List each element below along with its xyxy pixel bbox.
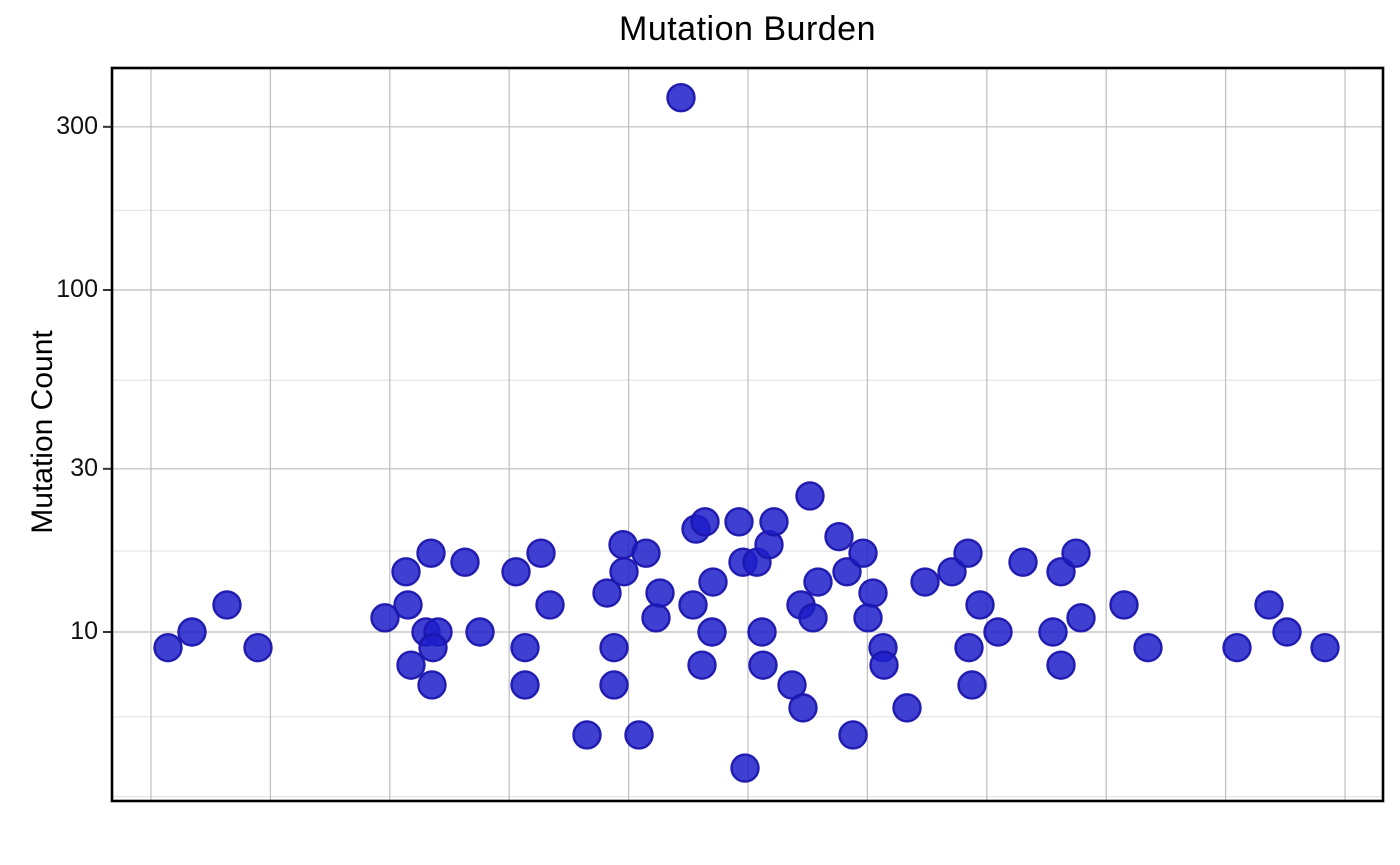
data-point xyxy=(393,590,423,620)
data-point xyxy=(592,578,622,608)
data-point xyxy=(937,557,967,587)
data-point xyxy=(391,557,421,587)
data-point xyxy=(983,617,1013,647)
data-point xyxy=(724,507,754,537)
data-point xyxy=(599,670,629,700)
data-point xyxy=(678,590,708,620)
data-point xyxy=(858,578,888,608)
data-point xyxy=(697,617,727,647)
y-tick-label: 300 xyxy=(56,111,98,140)
data-point xyxy=(954,632,984,663)
panel-border xyxy=(110,66,1385,803)
data-point xyxy=(957,670,987,700)
data-point xyxy=(1133,632,1163,663)
data-point xyxy=(910,567,940,597)
data-point xyxy=(690,507,720,537)
data-point xyxy=(965,590,995,620)
data-point xyxy=(416,538,446,568)
data-point xyxy=(730,753,760,783)
data-point xyxy=(624,720,654,750)
data-point xyxy=(687,650,717,680)
data-point xyxy=(869,650,899,680)
data-point xyxy=(572,720,602,750)
data-point xyxy=(1066,603,1096,633)
y-tick-label: 100 xyxy=(56,275,98,303)
data-point xyxy=(631,538,661,568)
data-point xyxy=(747,617,777,647)
data-point xyxy=(953,538,983,568)
data-point xyxy=(1254,590,1284,620)
data-point xyxy=(1222,632,1252,663)
data-point xyxy=(1038,617,1068,647)
data-point xyxy=(892,693,922,723)
data-point xyxy=(666,82,696,113)
data-point xyxy=(848,538,878,568)
data-point xyxy=(1008,547,1038,577)
data-point xyxy=(1109,590,1139,620)
data-point xyxy=(212,590,242,620)
data-point xyxy=(370,603,400,633)
data-point xyxy=(824,521,854,552)
data-point xyxy=(1272,617,1302,647)
data-point xyxy=(526,538,556,568)
data-point xyxy=(795,481,825,511)
data-point xyxy=(535,590,565,620)
data-point xyxy=(465,617,495,647)
data-point xyxy=(803,567,833,597)
data-point xyxy=(832,557,862,587)
data-point xyxy=(788,693,818,723)
data-point xyxy=(418,632,448,663)
data-point xyxy=(599,632,629,663)
y-axis-label: Mutation Count xyxy=(26,330,59,534)
data-point xyxy=(396,650,426,680)
data-point xyxy=(641,603,671,633)
data-point xyxy=(645,578,675,608)
data-point xyxy=(838,720,868,750)
data-point xyxy=(177,617,207,647)
data-point xyxy=(450,547,480,577)
data-point xyxy=(417,670,447,700)
y-tick-label: 10 xyxy=(70,617,98,645)
data-point xyxy=(798,603,828,633)
data-point xyxy=(501,557,531,587)
data-point xyxy=(853,603,883,633)
data-point xyxy=(510,632,540,663)
data-point xyxy=(153,632,183,663)
data-point xyxy=(609,557,639,587)
data-point xyxy=(759,507,789,537)
data-point xyxy=(243,632,273,663)
data-point xyxy=(698,567,728,597)
data-point xyxy=(510,670,540,700)
data-point xyxy=(1061,538,1091,568)
data-point xyxy=(1046,650,1076,680)
chart-title: Mutation Burden xyxy=(619,10,876,48)
y-tick-label: 30 xyxy=(70,453,98,482)
data-point xyxy=(1310,632,1340,663)
data-point xyxy=(748,650,778,680)
